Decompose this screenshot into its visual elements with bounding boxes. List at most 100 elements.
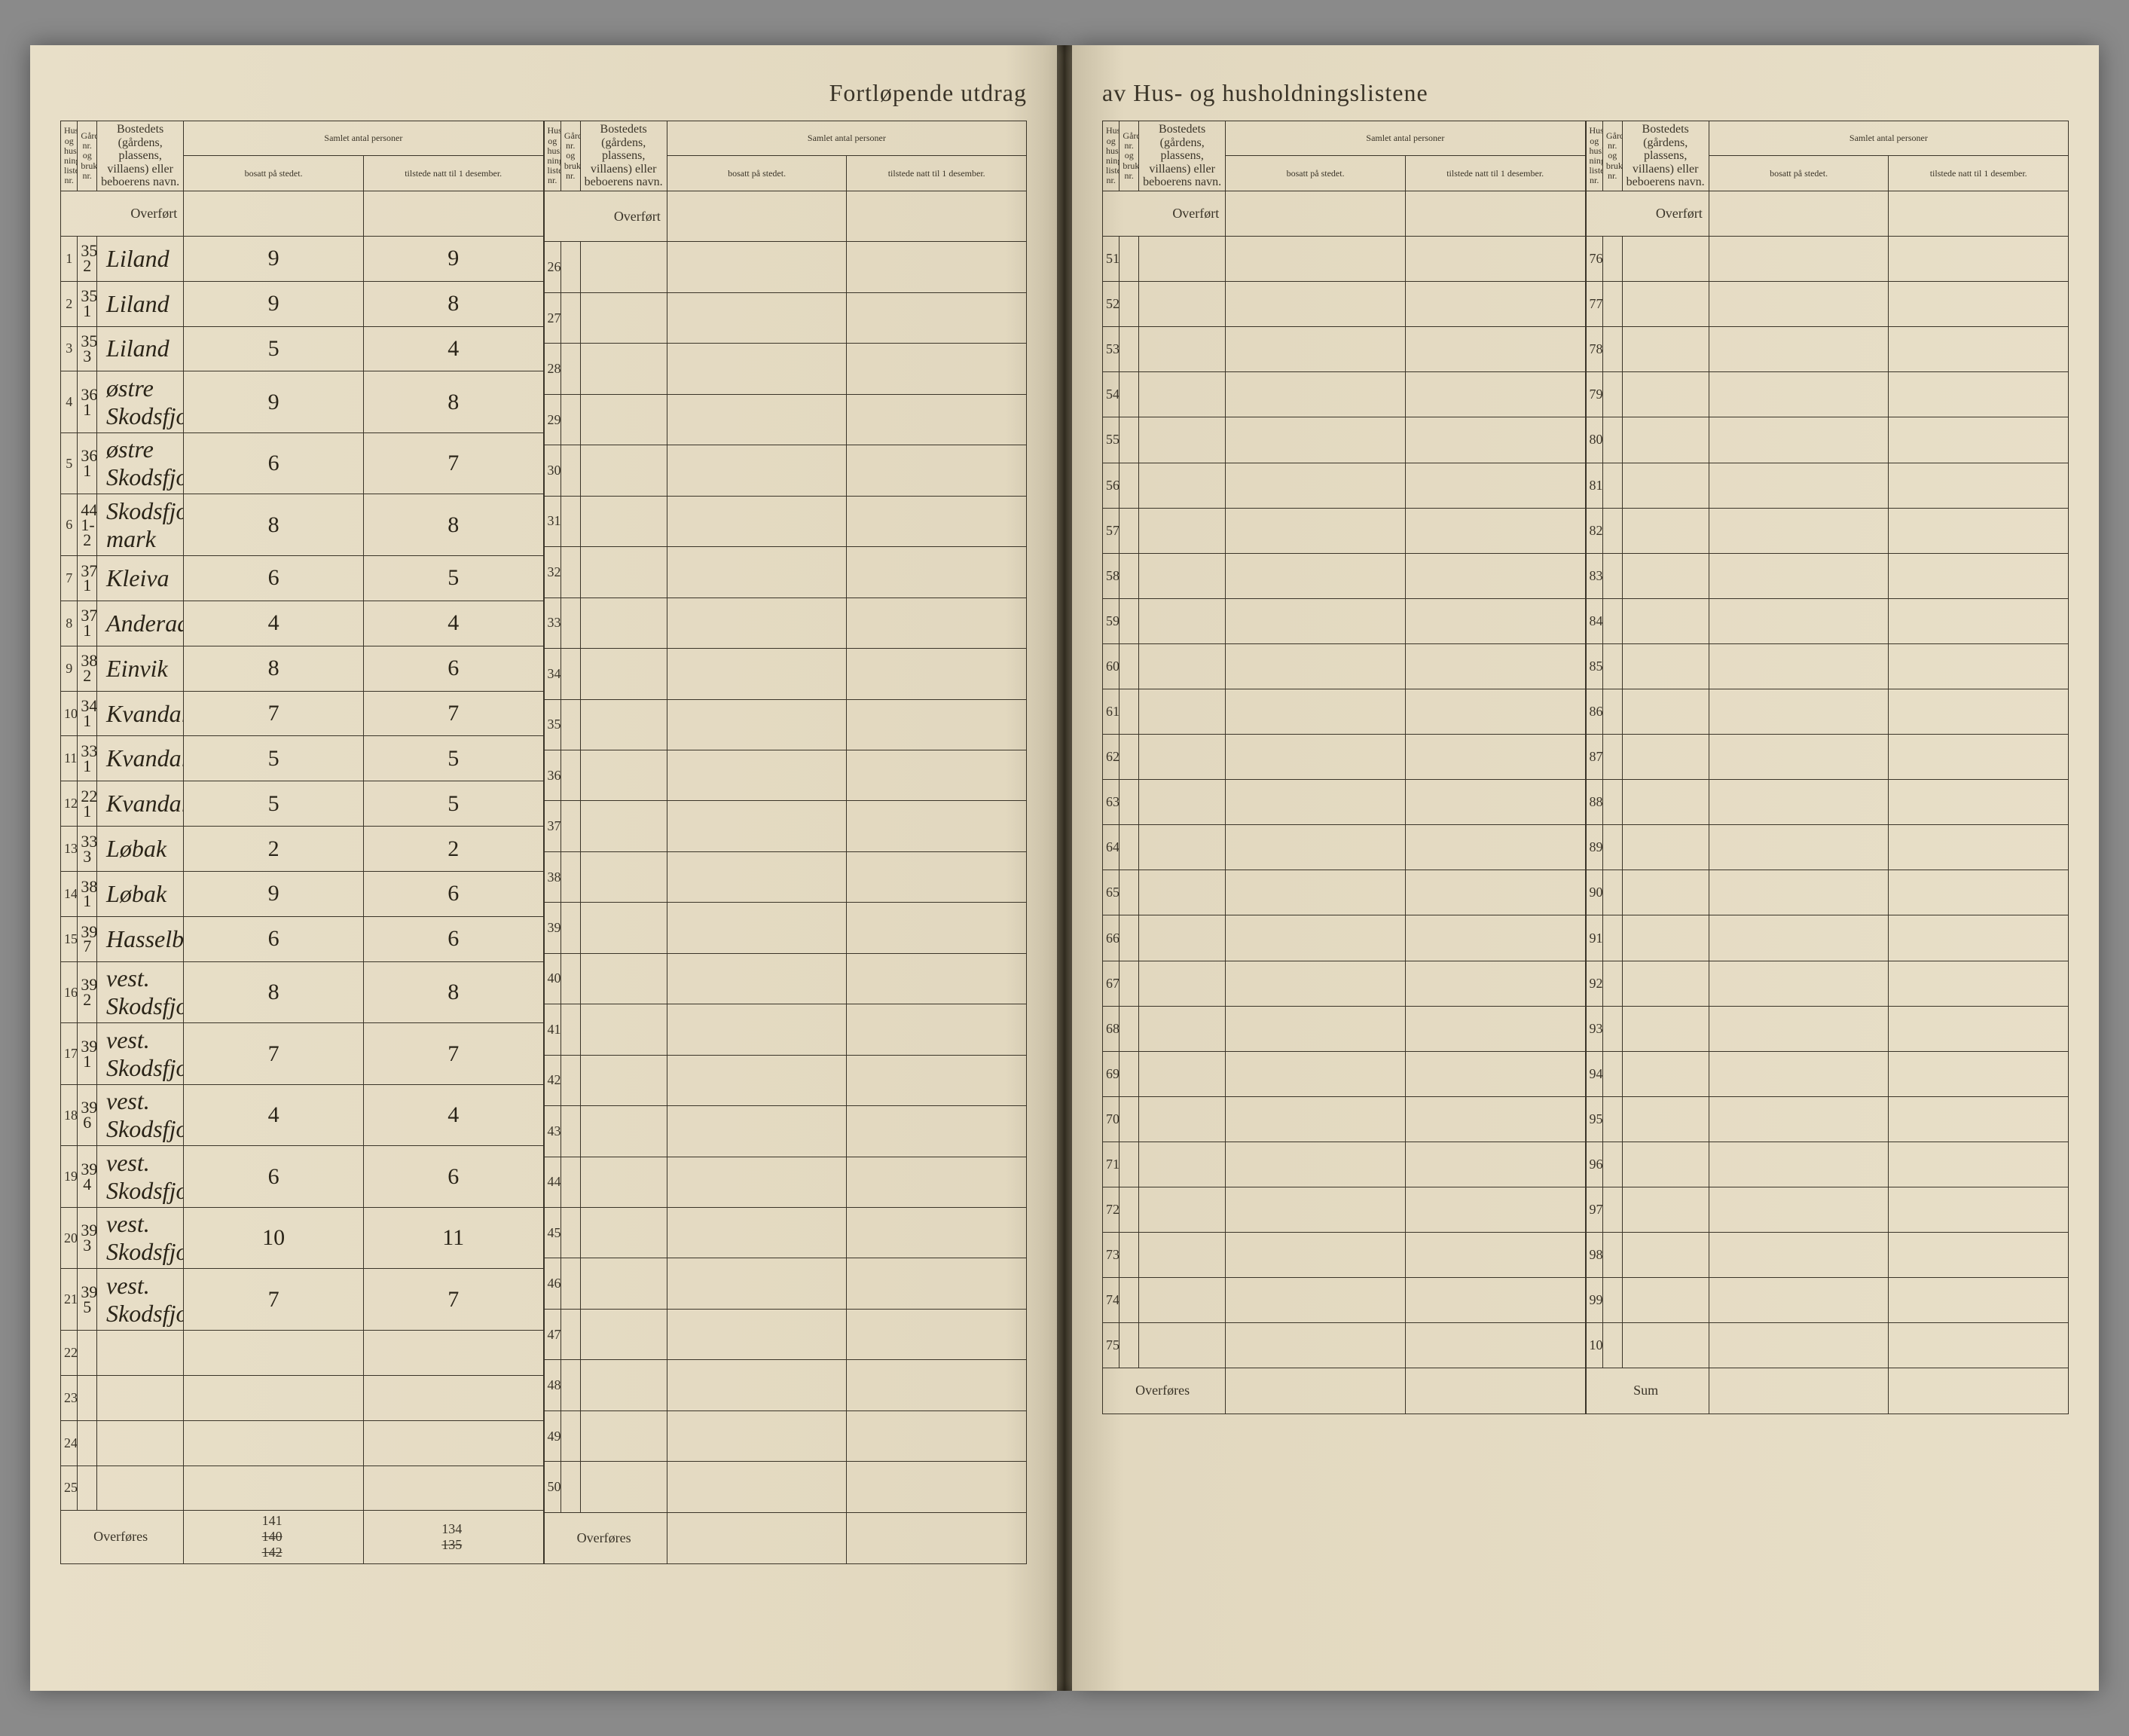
tilstede-cell: 7 — [363, 1269, 543, 1331]
bosatt-cell — [667, 903, 847, 953]
th-bosted: Bostedets (gårdens, plassens, villaens) … — [1139, 121, 1226, 191]
table-row: 47 — [544, 1309, 1027, 1359]
table-row: 71 — [1103, 1142, 1586, 1187]
gard-cell — [1602, 598, 1622, 643]
row-number: 96 — [1586, 1142, 1602, 1187]
table-row: 78 — [1586, 327, 2069, 372]
name-cell — [1139, 417, 1226, 463]
th-gard: Gårds-nr. og bruks-nr. — [1602, 121, 1622, 191]
row-number: 34 — [544, 649, 561, 699]
tilstede-cell: 7 — [363, 1023, 543, 1085]
row-number: 38 — [544, 851, 561, 902]
tilstede-cell — [363, 1466, 543, 1511]
row-number: 65 — [1103, 870, 1119, 915]
row-number: 80 — [1586, 417, 1602, 463]
name-cell — [1139, 327, 1226, 372]
name-cell — [580, 699, 667, 750]
gard-cell: 361 — [78, 432, 97, 494]
tilstede-cell — [1889, 1096, 2069, 1142]
name-cell — [580, 1309, 667, 1359]
bosatt-cell — [667, 1157, 847, 1207]
gard-cell — [78, 1420, 97, 1466]
gard-cell — [1602, 1096, 1622, 1142]
gard-cell: 381 — [78, 872, 97, 917]
bosatt-cell — [1709, 1096, 1889, 1142]
row-number: 67 — [1103, 961, 1119, 1006]
tilstede-cell — [1889, 417, 2069, 463]
gard-cell — [561, 598, 580, 648]
row-number: 89 — [1586, 825, 1602, 870]
name-cell: vest. Skodsfjord — [97, 1023, 184, 1085]
row-number: 32 — [544, 547, 561, 598]
name-cell — [1622, 508, 1709, 553]
footer-label: Sum — [1586, 1368, 1709, 1414]
name-cell — [580, 1157, 667, 1207]
tilstede-cell — [1405, 961, 1585, 1006]
tilstede-cell — [847, 1410, 1027, 1461]
tilstede-cell — [847, 1309, 1027, 1359]
table-row: 70 — [1103, 1096, 1586, 1142]
bosatt-cell — [667, 953, 847, 1004]
table-row: 52 — [1103, 282, 1586, 327]
table-row: 89 — [1586, 825, 2069, 870]
gard-cell — [1602, 282, 1622, 327]
bosatt-cell — [1709, 1323, 1889, 1368]
row-number: 19 — [61, 1146, 78, 1208]
row-number: 3 — [61, 326, 78, 371]
sum-bosatt — [667, 1512, 847, 1563]
name-cell — [1622, 735, 1709, 780]
row-number: 26 — [544, 242, 561, 292]
tilstede-cell — [1405, 1096, 1585, 1142]
row-number: 10 — [61, 691, 78, 736]
table-row: 65 — [1103, 870, 1586, 915]
bosatt-cell — [1226, 689, 1406, 735]
gard-cell — [561, 547, 580, 598]
bosatt-cell: 7 — [184, 1269, 364, 1331]
bosatt-cell — [667, 394, 847, 445]
name-cell — [97, 1375, 184, 1420]
name-cell — [580, 649, 667, 699]
gard-cell: 351 — [78, 281, 97, 326]
bosatt-cell — [667, 445, 847, 496]
tilstede-cell — [1405, 1323, 1585, 1368]
row-number: 82 — [1586, 508, 1602, 553]
name-cell — [580, 903, 667, 953]
bosatt-cell — [1709, 1187, 1889, 1233]
row-number: 24 — [61, 1420, 78, 1466]
tilstede-cell: 6 — [363, 872, 543, 917]
table-row: 48 — [544, 1360, 1027, 1410]
bosatt-cell — [1226, 1278, 1406, 1323]
name-cell: vest. Skodsfjord — [97, 1207, 184, 1269]
row-number: 12 — [61, 781, 78, 827]
tilstede-cell: 2 — [363, 827, 543, 872]
bosatt-cell — [1226, 463, 1406, 508]
gard-cell — [561, 903, 580, 953]
bosatt-cell — [1226, 643, 1406, 689]
row-number: 61 — [1103, 689, 1119, 735]
row-number: 30 — [544, 445, 561, 496]
bosatt-cell: 9 — [184, 236, 364, 281]
table-row: 45 — [544, 1208, 1027, 1258]
bosatt-cell: 8 — [184, 494, 364, 556]
sum-tilstede: 134135 — [363, 1511, 543, 1563]
tilstede-cell — [1405, 870, 1585, 915]
tilstede-cell — [847, 547, 1027, 598]
table-row: 9 382 Einvik 8 6 — [61, 646, 544, 691]
table-row: 74 — [1103, 1278, 1586, 1323]
name-cell — [1139, 237, 1226, 282]
row-number: 72 — [1103, 1187, 1119, 1233]
gard-cell — [1119, 870, 1139, 915]
name-cell — [580, 344, 667, 394]
bosatt-cell — [1709, 915, 1889, 961]
th-samlet: Samlet antal personer — [1709, 121, 2068, 156]
gard-cell — [561, 1055, 580, 1105]
tilstede-cell — [847, 1360, 1027, 1410]
bosatt-cell: 8 — [184, 961, 364, 1023]
gard-cell: 441-2 — [78, 494, 97, 556]
bosatt-cell — [1709, 870, 1889, 915]
table-row: 33 — [544, 598, 1027, 648]
bosatt-cell — [184, 1420, 364, 1466]
table-row: 56 — [1103, 463, 1586, 508]
name-cell — [1139, 915, 1226, 961]
gard-cell: 331 — [78, 736, 97, 781]
